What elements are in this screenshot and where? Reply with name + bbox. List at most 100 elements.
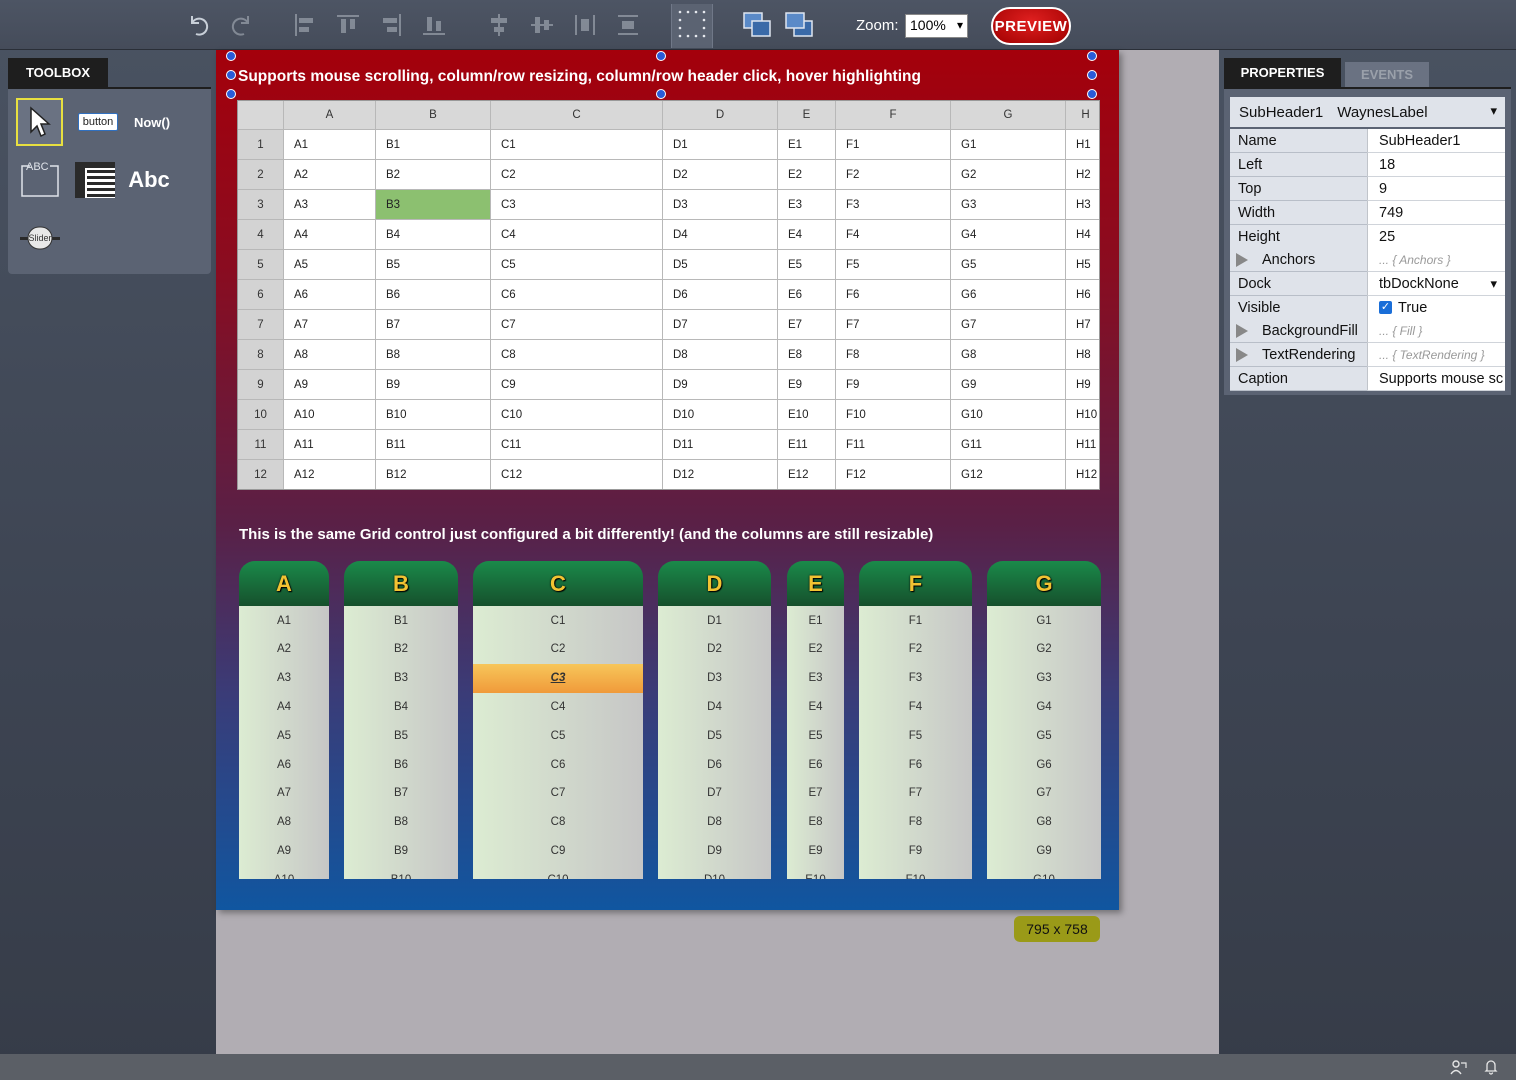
- grid-cell[interactable]: A10: [239, 865, 329, 879]
- grid-cell[interactable]: C10: [473, 865, 643, 879]
- grid-cell[interactable]: H11: [1066, 430, 1099, 460]
- property-value[interactable]: 9: [1367, 177, 1505, 201]
- column-header[interactable]: G: [951, 101, 1066, 130]
- grid-cell[interactable]: C5: [491, 250, 663, 280]
- grid-cell[interactable]: E2: [808, 643, 823, 656]
- row-header[interactable]: 9: [238, 370, 284, 400]
- property-value[interactable]: ... { Fill }: [1367, 319, 1505, 343]
- grid-cell[interactable]: G4: [951, 220, 1066, 250]
- grid-corner-header[interactable]: [238, 101, 284, 130]
- grid-cell[interactable]: D5: [663, 250, 778, 280]
- property-value[interactable]: 25: [1367, 225, 1505, 249]
- textbox-tool[interactable]: ABC: [18, 159, 62, 201]
- grid-cell[interactable]: C2: [491, 160, 663, 190]
- grid-cell[interactable]: B3: [393, 672, 409, 685]
- grid-cell[interactable]: B6: [393, 758, 409, 771]
- grid-cell[interactable]: G7: [951, 310, 1066, 340]
- grid-cell[interactable]: F9: [908, 844, 923, 857]
- grid-cell[interactable]: C3: [473, 663, 643, 693]
- grid-cell[interactable]: A11: [284, 430, 376, 460]
- row-header[interactable]: 4: [238, 220, 284, 250]
- grid-cell[interactable]: F2: [836, 160, 951, 190]
- grid-cell[interactable]: G8: [951, 340, 1066, 370]
- align-bottom-icon[interactable]: [419, 6, 449, 44]
- styled-column[interactable]: C C1 C2 C3 C4 C5 C6 C7 C8 C9 C10: [473, 561, 643, 879]
- property-row[interactable]: Dock tbDockNone ▾: [1230, 272, 1505, 296]
- grid-cell[interactable]: C6: [491, 280, 663, 310]
- grid-cell[interactable]: F8: [908, 816, 923, 829]
- grid-cell[interactable]: B9: [376, 370, 491, 400]
- grid-cell[interactable]: D8: [663, 340, 778, 370]
- grid-cell[interactable]: B5: [376, 250, 491, 280]
- grid-cell[interactable]: H3: [1066, 190, 1099, 220]
- property-value[interactable]: 749: [1367, 201, 1505, 225]
- undo-icon[interactable]: [184, 6, 214, 44]
- grid-cell[interactable]: G3: [1036, 672, 1052, 685]
- grid-cell[interactable]: E3: [778, 190, 836, 220]
- grid-cell[interactable]: D7: [707, 787, 722, 800]
- grid-cell[interactable]: H5: [1066, 250, 1099, 280]
- grid-cell[interactable]: E11: [778, 430, 836, 460]
- grid-cell[interactable]: E10: [787, 865, 844, 879]
- grid-cell[interactable]: D2: [707, 643, 722, 656]
- grid-cell[interactable]: H7: [1066, 310, 1099, 340]
- styled-column[interactable]: D D1 D2 D3 D4 D5 D6 D7 D8 D9 D10: [658, 561, 771, 879]
- grid-cell[interactable]: E5: [778, 250, 836, 280]
- center-horizontal-icon[interactable]: [484, 6, 514, 44]
- grid-cell[interactable]: B7: [393, 787, 409, 800]
- grid-cell[interactable]: B11: [376, 430, 491, 460]
- column-header[interactable]: A: [239, 561, 329, 606]
- grid-cell[interactable]: C4: [491, 220, 663, 250]
- grid-cell[interactable]: E12: [778, 460, 836, 489]
- tab-properties[interactable]: PROPERTIES: [1224, 58, 1341, 87]
- grid-cell[interactable]: H2: [1066, 160, 1099, 190]
- slider-tool[interactable]: Slider: [18, 217, 62, 259]
- grid-cell[interactable]: B9: [393, 844, 409, 857]
- grid-cell[interactable]: A9: [276, 844, 292, 857]
- property-value[interactable]: 18: [1367, 153, 1505, 177]
- grid-cell[interactable]: G7: [1036, 787, 1052, 800]
- grid-cell[interactable]: D5: [707, 729, 722, 742]
- grid-cell[interactable]: F8: [836, 340, 951, 370]
- grid-cell[interactable]: F4: [836, 220, 951, 250]
- grid-cell[interactable]: A7: [284, 310, 376, 340]
- property-value[interactable]: ... { TextRendering }: [1367, 343, 1505, 367]
- grid-cell[interactable]: H8: [1066, 340, 1099, 370]
- grid-cell[interactable]: D1: [707, 614, 722, 627]
- grid-cell[interactable]: E8: [778, 340, 836, 370]
- column-header[interactable]: C: [473, 561, 643, 606]
- resize-handle[interactable]: [226, 89, 236, 99]
- tab-events[interactable]: EVENTS: [1345, 62, 1429, 87]
- preview-button[interactable]: PREVIEW: [991, 7, 1071, 45]
- grid-cell[interactable]: D10: [663, 400, 778, 430]
- property-value[interactable]: ✓ True: [1367, 296, 1505, 320]
- grid-cell[interactable]: H6: [1066, 280, 1099, 310]
- grid-cell[interactable]: F12: [836, 460, 951, 489]
- property-row[interactable]: Top 9: [1230, 177, 1505, 201]
- grid-cell[interactable]: F11: [836, 430, 951, 460]
- people-icon[interactable]: [1449, 1059, 1467, 1075]
- expand-arrow-icon[interactable]: [1236, 252, 1248, 267]
- grid-cell[interactable]: C4: [550, 700, 566, 713]
- grid-cell[interactable]: G6: [1036, 758, 1052, 771]
- grid-cell[interactable]: B12: [376, 460, 491, 489]
- grid-tool[interactable]: [72, 159, 118, 201]
- bring-to-front-icon[interactable]: [740, 6, 774, 44]
- distribute-vertical-icon[interactable]: [613, 6, 643, 44]
- column-header[interactable]: G: [987, 561, 1101, 606]
- grid-cell[interactable]: C1: [550, 614, 566, 627]
- grid-cell[interactable]: C3: [491, 190, 663, 220]
- styled-column[interactable]: B B1 B2 B3 B4 B5 B6 B7 B8 B9 B10: [344, 561, 458, 879]
- grid-cell[interactable]: A12: [284, 460, 376, 489]
- snap-grid-icon[interactable]: [671, 4, 713, 48]
- column-header[interactable]: B: [376, 101, 491, 130]
- grid-cell[interactable]: C9: [491, 370, 663, 400]
- grid-cell[interactable]: C7: [550, 787, 566, 800]
- grid-cell[interactable]: G5: [951, 250, 1066, 280]
- toolbox-tab[interactable]: TOOLBOX: [8, 58, 108, 87]
- grid-cell[interactable]: C6: [550, 758, 566, 771]
- grid-cell[interactable]: F2: [908, 643, 923, 656]
- grid-cell[interactable]: B5: [393, 729, 409, 742]
- expand-arrow-icon[interactable]: [1236, 323, 1248, 338]
- now-tool[interactable]: Now(): [133, 114, 171, 130]
